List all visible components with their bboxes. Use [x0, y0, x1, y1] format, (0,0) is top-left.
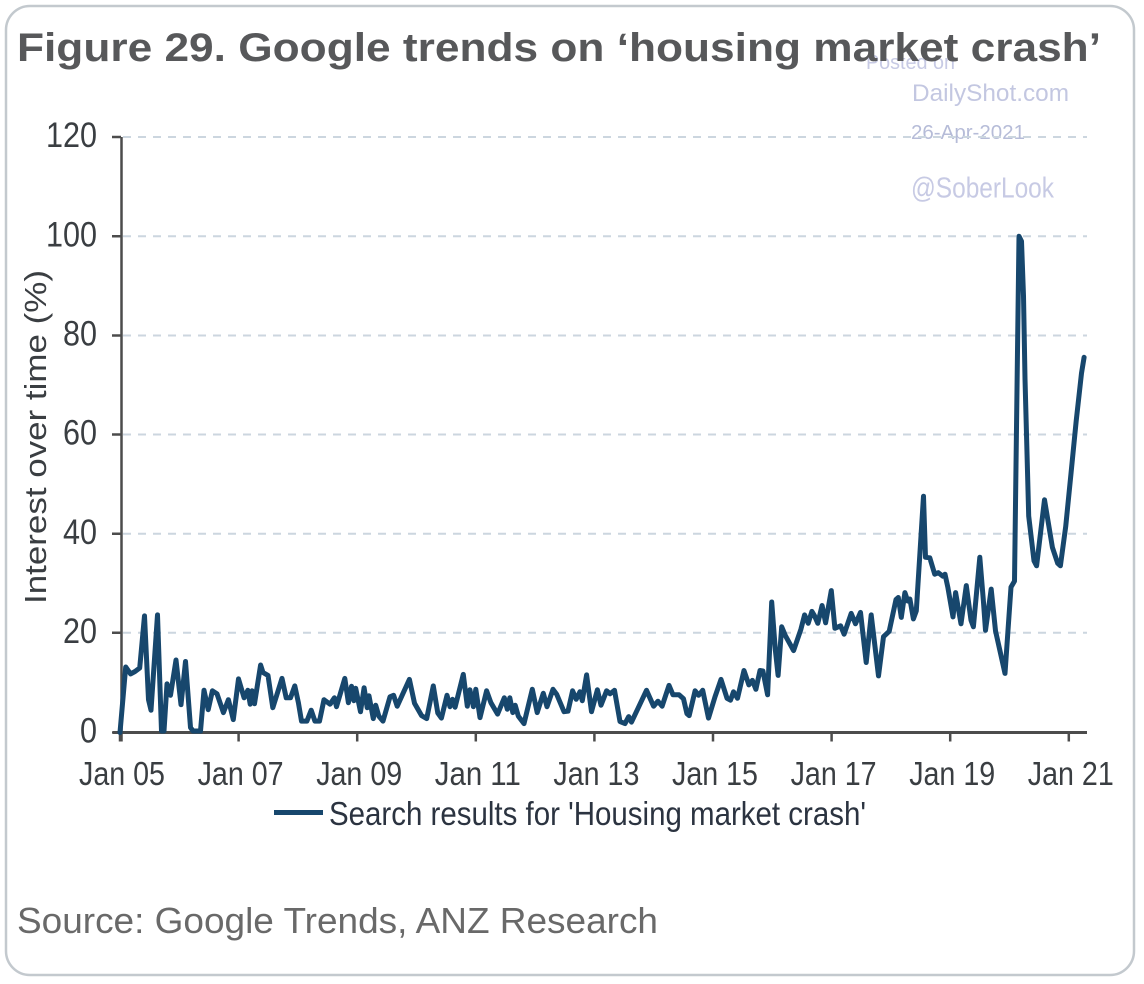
- svg-text:DailyShot.com: DailyShot.com: [912, 80, 1069, 107]
- svg-text:Jan 07: Jan 07: [198, 755, 284, 792]
- svg-text:Posted on: Posted on: [866, 52, 955, 74]
- svg-text:Source: Google Trends, ANZ Res: Source: Google Trends, ANZ Research: [17, 900, 658, 941]
- svg-text:20: 20: [63, 612, 97, 651]
- svg-text:Jan 09: Jan 09: [316, 755, 402, 792]
- svg-text:60: 60: [63, 414, 97, 453]
- svg-text:Jan 15: Jan 15: [672, 755, 758, 792]
- svg-text:120: 120: [46, 116, 97, 155]
- svg-text:Jan 21: Jan 21: [1028, 755, 1114, 792]
- svg-text:Jan 05: Jan 05: [79, 755, 165, 792]
- svg-text:40: 40: [63, 513, 97, 552]
- svg-text:@SoberLook: @SoberLook: [911, 173, 1054, 205]
- svg-text:26-Apr-2021: 26-Apr-2021: [911, 122, 1025, 144]
- svg-text:100: 100: [46, 215, 97, 254]
- svg-text:Figure 29. Google trends on ‘h: Figure 29. Google trends on ‘housing mar…: [17, 26, 1101, 70]
- svg-text:Jan 19: Jan 19: [909, 755, 995, 792]
- svg-text:0: 0: [80, 712, 97, 751]
- svg-text:80: 80: [63, 315, 97, 354]
- svg-text:Jan 17: Jan 17: [791, 755, 877, 792]
- svg-text:Search results for 'Housing ma: Search results for 'Housing market crash…: [329, 795, 866, 832]
- svg-text:Interest over time (%): Interest over time (%): [18, 270, 53, 604]
- svg-text:Jan 11: Jan 11: [435, 755, 521, 792]
- svg-text:Jan 13: Jan 13: [553, 755, 639, 792]
